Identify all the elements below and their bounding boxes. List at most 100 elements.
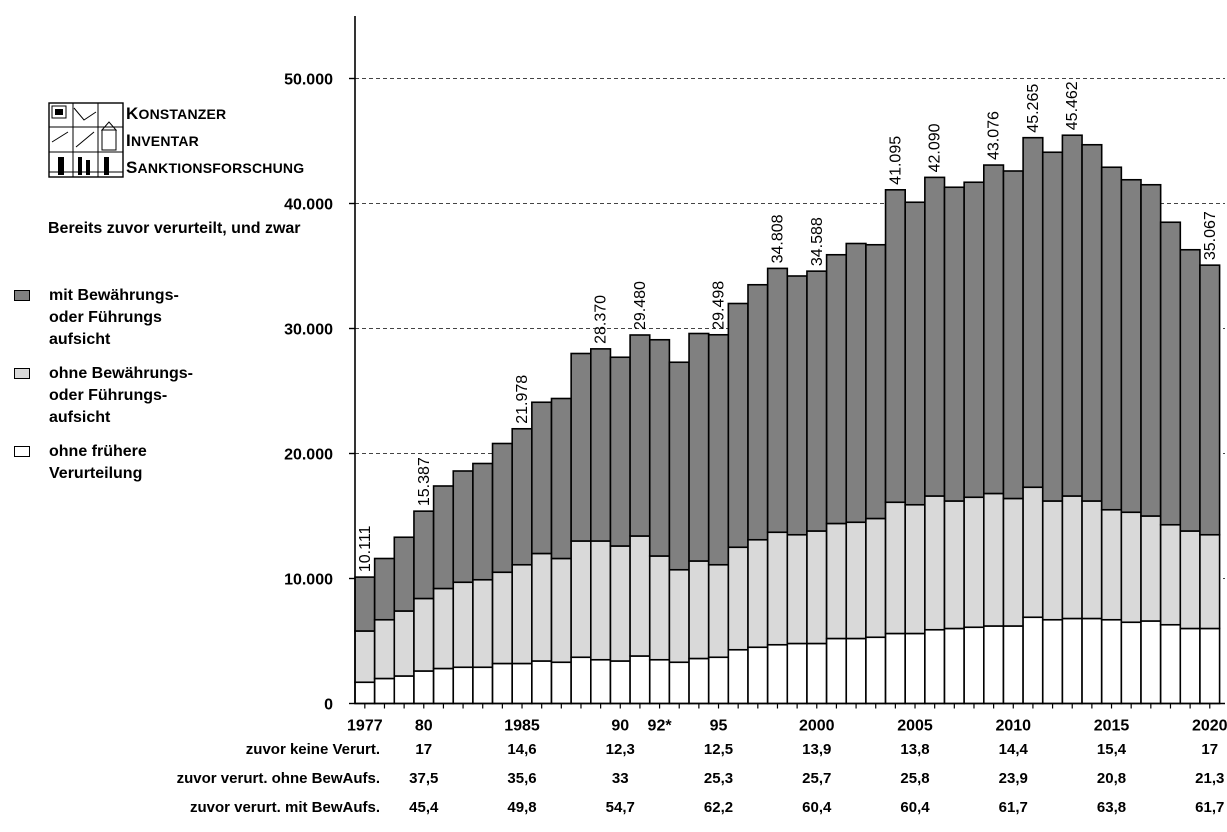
table-cell: 13,8 (900, 741, 930, 758)
bar-segment-ohne-bewaehrung (1081, 500, 1103, 620)
bar-segment-ohne-verurteilung (924, 628, 946, 705)
legend-label: mit Bewährungs- oder Führungs aufsicht (49, 287, 179, 348)
bar-segment-mit-bewaehrung (648, 338, 671, 557)
table-cell: 14,6 (507, 741, 537, 758)
table-cell: 15,4 (1096, 741, 1127, 758)
bar-segment-ohne-verurteilung (491, 662, 513, 705)
bar-segment-ohne-bewaehrung (825, 522, 848, 640)
bar-segment-ohne-bewaehrung (531, 552, 553, 662)
table-cell: 49,8 (507, 799, 537, 816)
table-cell: 62,2 (703, 799, 734, 816)
total-label: 29.480 (632, 281, 649, 330)
x-tick-label: 1977 (347, 718, 383, 735)
bar-segment-ohne-verurteilung (550, 661, 572, 705)
bar-segment-ohne-verurteilung (432, 667, 455, 705)
axes: 0 10.000 20.000 30.000 40.000 50.000 1977 80 198… (284, 16, 1227, 735)
legend-swatch-dark (14, 290, 30, 301)
bar-segment-mit-bewaehrung (1179, 248, 1201, 532)
total-label: 10.111 (357, 525, 374, 572)
total-label: 34.808 (769, 214, 786, 263)
bar-segment-mit-bewaehrung (924, 176, 946, 497)
table-cell: 20,8 (1096, 770, 1127, 787)
bar-segment-ohne-bewaehrung (413, 597, 435, 672)
x-tick-label: 2010 (995, 718, 1031, 735)
bar-segment-ohne-bewaehrung (1022, 486, 1044, 619)
total-label: 35.067 (1202, 211, 1219, 260)
bar-segment-mit-bewaehrung (1159, 221, 1182, 526)
logo-emblem-icon (48, 102, 124, 178)
bar-segment-ohne-bewaehrung (491, 571, 513, 665)
bar-segment-mit-bewaehrung (1140, 183, 1162, 517)
bar-segment-ohne-bewaehrung (904, 503, 926, 635)
total-label: 42.090 (927, 123, 944, 172)
bar-segment-ohne-bewaehrung (1199, 533, 1221, 630)
legend-title: Bereits zuvor verurteilt, und zwar (48, 220, 301, 237)
bar-segment-mit-bewaehrung (747, 283, 769, 541)
bar-segment-ohne-verurteilung (413, 670, 435, 705)
logo-line-2: INVENTAR (126, 131, 199, 150)
x-tick-label: 1985 (504, 718, 540, 735)
table-cell: 12,5 (703, 741, 734, 758)
bar-segment-ohne-bewaehrung (845, 521, 867, 640)
x-tick-label: 2015 (1094, 718, 1130, 735)
bar-segment-ohne-bewaehrung (1159, 523, 1182, 626)
bar-segment-mit-bewaehrung (943, 186, 965, 502)
bar-segment-ohne-verurteilung (1179, 627, 1201, 705)
bar-segment-mit-bewaehrung (452, 470, 474, 584)
bar-segment-ohne-verurteilung (786, 642, 808, 705)
bar-segment-ohne-bewaehrung (707, 563, 730, 659)
y-tick-label: 30.000 (284, 322, 333, 339)
logo (48, 102, 124, 183)
bar-segment-mit-bewaehrung (354, 576, 376, 632)
bar-segment-ohne-verurteilung (943, 627, 965, 705)
table-cell: 35,6 (507, 770, 537, 787)
table-cell: 13,9 (802, 741, 832, 758)
bar-segment-ohne-bewaehrung (1140, 515, 1162, 622)
bar-segment-ohne-verurteilung (668, 661, 690, 705)
bar-segment-ohne-bewaehrung (1061, 495, 1083, 620)
table-cell: 17 (415, 741, 433, 758)
total-label: 43.076 (986, 111, 1003, 160)
bar-segment-ohne-verurteilung (354, 681, 376, 705)
bar-segment-ohne-bewaehrung (747, 538, 769, 649)
bar-segment-ohne-verurteilung (452, 666, 474, 705)
y-tick-label: 40.000 (284, 197, 333, 214)
bar-segment-ohne-verurteilung (688, 657, 710, 705)
x-tick-label: 90 (611, 718, 629, 735)
bar-segment-mit-bewaehrung (1061, 134, 1083, 497)
table-cell: 60,4 (900, 799, 930, 816)
bar-segment-ohne-verurteilung (1061, 617, 1083, 705)
bar-segment-ohne-bewaehrung (963, 496, 985, 629)
bar-segment-ohne-bewaehrung (1041, 500, 1064, 621)
bar-segment-ohne-verurteilung (1140, 620, 1162, 705)
bar-segment-mit-bewaehrung (1081, 143, 1103, 502)
bar-segment-ohne-bewaehrung (884, 501, 906, 635)
bar-segment-mit-bewaehrung (884, 189, 906, 504)
logo-line-3: SANKTIONSFORSCHUNG (126, 158, 305, 177)
bar-segment-ohne-bewaehrung (1002, 497, 1024, 627)
bar-segment-ohne-verurteilung (747, 646, 769, 705)
bar-segment-ohne-bewaehrung (354, 630, 376, 684)
table-row-label: zuvor verurt. ohne BewAufs. (176, 770, 380, 787)
table-cell: 61,7 (1195, 799, 1225, 816)
bar-segment-ohne-verurteilung (570, 656, 592, 705)
bar-segment-mit-bewaehrung (825, 253, 848, 525)
bar-segment-ohne-verurteilung (825, 637, 848, 705)
bar-segment-mit-bewaehrung (609, 356, 631, 547)
bar-segment-ohne-verurteilung (904, 632, 926, 705)
bar-segment-ohne-bewaehrung (727, 546, 749, 651)
bar-segment-mit-bewaehrung (432, 485, 455, 590)
bar-segment-ohne-bewaehrung (1179, 530, 1201, 630)
bar-segment-mit-bewaehrung (1199, 264, 1221, 536)
bar-segment-ohne-verurteilung (766, 643, 789, 705)
bars (354, 134, 1221, 705)
total-label: 29.498 (711, 281, 728, 330)
bar-segment-mit-bewaehrung (472, 462, 494, 581)
legend-swatch-light (14, 368, 30, 379)
bar-segment-ohne-verurteilung (806, 642, 828, 705)
bar-segment-ohne-verurteilung (589, 658, 612, 705)
bar-segment-mit-bewaehrung (1002, 170, 1024, 500)
bar-segment-mit-bewaehrung (1100, 166, 1123, 511)
bar-segment-mit-bewaehrung (491, 442, 513, 574)
bar-segment-ohne-verurteilung (1120, 621, 1142, 705)
